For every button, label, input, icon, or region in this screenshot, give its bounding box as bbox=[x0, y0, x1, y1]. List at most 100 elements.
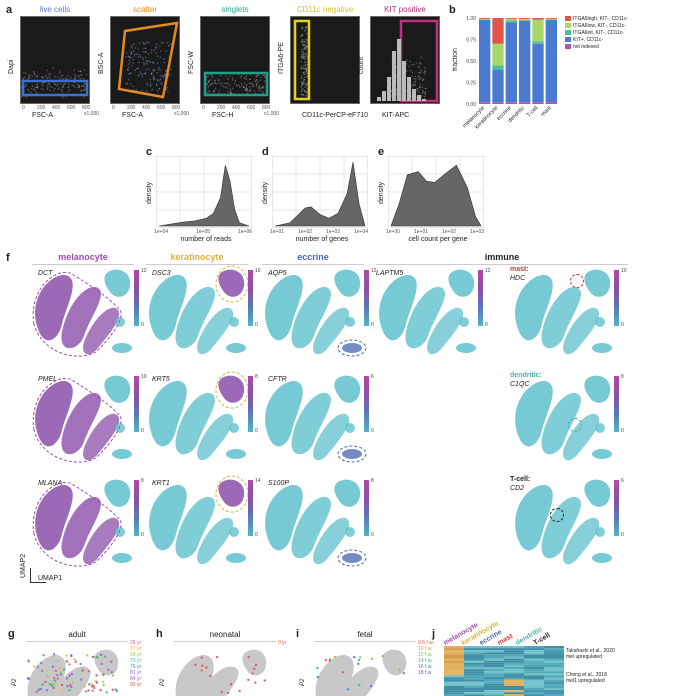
gate-xlabel-0: FSC-A bbox=[32, 112, 53, 119]
color-scale-bar bbox=[134, 376, 139, 432]
bar-segment-T-cell bbox=[532, 102, 544, 104]
density-plot-d bbox=[272, 156, 368, 228]
gene-label-DSC3: DSC3 bbox=[152, 270, 171, 277]
gene-label-AQP5: AQP5 bbox=[268, 270, 287, 277]
gate-title-3: CD11c negative bbox=[296, 5, 354, 14]
umap1-label: UMAP1 bbox=[38, 575, 63, 582]
gate-tick: 200 bbox=[127, 105, 136, 111]
panel_i-legend: 9.5 f.w. 10 f.w. 12 f.w. 14 f.w. 16 f.w. 18 f… bbox=[418, 640, 434, 676]
umap-ker-2 bbox=[149, 475, 249, 565]
bar-segment-melanocyte bbox=[479, 102, 491, 104]
gate-tick: 600 bbox=[247, 105, 256, 111]
bar-segment-eccrine bbox=[505, 102, 517, 104]
ref-set: mel upregulated bbox=[566, 654, 602, 660]
color-scale-max: 12 bbox=[485, 268, 491, 274]
color-scale-min: 0 bbox=[371, 322, 374, 328]
facs-plot-0 bbox=[20, 16, 90, 104]
bar-segment-eccrine bbox=[505, 18, 517, 19]
gate-tick: 200 bbox=[217, 105, 226, 111]
color-scale-max: 10 bbox=[255, 268, 261, 274]
gene-label-KRT5: KRT5 bbox=[152, 376, 170, 383]
legend-entry: KIT+, CD11c- bbox=[565, 37, 670, 44]
density-xtick: 1e+04 bbox=[354, 229, 369, 235]
panel-letter-a: a bbox=[6, 4, 13, 16]
bar-segment-T-cell bbox=[532, 19, 544, 42]
immune-cell-1: dendritic: bbox=[510, 372, 542, 379]
color-scale-min: 0 bbox=[621, 532, 624, 538]
gate-tick: 800 bbox=[82, 105, 91, 111]
color-scale-max: 6 bbox=[621, 478, 624, 484]
color-scale-min: 0 bbox=[621, 428, 624, 434]
density-xtick: 1e+00 bbox=[386, 229, 401, 235]
umap-axis-x bbox=[30, 582, 46, 583]
bar-ytick: 0.50 bbox=[466, 59, 476, 65]
age-legend-entry: 0 yr bbox=[278, 640, 287, 646]
gate-tick: 400 bbox=[52, 105, 61, 111]
group-rule bbox=[174, 641, 276, 642]
density-area-c bbox=[158, 165, 250, 227]
facs-scatter-4 bbox=[377, 19, 439, 103]
legend-swatch bbox=[565, 30, 571, 36]
density-xlabel-e: cell count per gene bbox=[408, 236, 468, 243]
density-xtick: 1e+02 bbox=[442, 229, 457, 235]
legend-swatch bbox=[565, 16, 571, 22]
color-scale-min: 0 bbox=[371, 532, 374, 538]
bar-ytick: 1.00 bbox=[466, 16, 476, 22]
facs-scatter-2 bbox=[203, 71, 269, 97]
gate-title-2: singlets bbox=[221, 5, 249, 14]
age-legend-entry: 28 yr bbox=[130, 640, 142, 646]
color-scale-bar bbox=[614, 376, 619, 432]
gate-tick-unit: x1,000 bbox=[84, 111, 100, 117]
bar-xtick-mast: mast bbox=[540, 105, 553, 118]
gene-label-KRT1: KRT1 bbox=[152, 480, 170, 487]
panel-letter-e: e bbox=[378, 146, 385, 158]
density-ylabel-e: density bbox=[378, 181, 385, 204]
color-scale-bar bbox=[248, 480, 253, 536]
group-rule bbox=[26, 641, 128, 642]
gate-ylabel-2: FSC-W bbox=[188, 51, 195, 74]
density-xtick: 1e+06 bbox=[238, 229, 253, 235]
bar-ytick: 0.00 bbox=[466, 102, 476, 108]
bar-ylabel: fraction bbox=[452, 48, 459, 71]
facs-plot-4 bbox=[370, 16, 440, 104]
gene-label-CFTR: CFTR bbox=[268, 376, 287, 383]
color-scale-min: 0 bbox=[141, 322, 144, 328]
umap-ker-1 bbox=[149, 371, 249, 461]
age-legend-entry: 76 yr bbox=[130, 664, 142, 670]
bar-segment-dendritic bbox=[519, 18, 531, 19]
color-scale-bar bbox=[614, 480, 619, 536]
immune-cell-0: mast: bbox=[510, 266, 529, 273]
facs-plot-1 bbox=[110, 16, 180, 104]
density-plot-c bbox=[156, 156, 252, 228]
gate-xlabel-3: CD11c-PerCP-eF710 bbox=[302, 112, 369, 119]
color-scale-max: 6 bbox=[371, 374, 374, 380]
umap-group-keratinocyte: keratinocyte bbox=[170, 252, 224, 262]
color-scale-min: 0 bbox=[621, 322, 624, 328]
gate-title-4: KIT positive bbox=[384, 5, 426, 14]
heatmap-ref-1: Cheng et al., 2018 mel1 upregulated bbox=[566, 672, 607, 684]
age-legend-entry: 81 yr bbox=[130, 670, 142, 676]
age-legend-entry: 12 f.w. bbox=[418, 652, 433, 658]
gate-xlabel-4: KIT-APC bbox=[382, 112, 410, 119]
umap-imm-sub-0 bbox=[515, 269, 612, 355]
panel_h-umap bbox=[175, 649, 267, 696]
bar-segment-melanocyte bbox=[479, 18, 491, 19]
bar-segment-T-cell bbox=[532, 18, 544, 20]
color-scale-max: 8 bbox=[621, 374, 624, 380]
gate-title-1: scatter bbox=[132, 5, 157, 14]
gate-xlabel-2: FSC-H bbox=[212, 112, 234, 119]
bar-segment-dendritic bbox=[519, 18, 531, 21]
umap-group-eccrine: eccrine bbox=[297, 252, 329, 262]
gate-ylabel-0: Dapi bbox=[8, 59, 15, 74]
age-legend-entry: 93 yr bbox=[130, 682, 142, 688]
immune-highlight-1 bbox=[568, 418, 582, 432]
density-ylabel-d: density bbox=[262, 181, 269, 204]
color-scale-max: 14 bbox=[255, 478, 261, 484]
legend-label: ITGA6high, KIT-, CD11c- bbox=[573, 16, 629, 22]
bar-segment-keratinocyte bbox=[492, 69, 504, 103]
gate-tick: 0 bbox=[112, 105, 115, 111]
panel_h-legend: 0 yr bbox=[278, 640, 286, 646]
ref-source: Cheng et al., 2018 bbox=[566, 672, 607, 678]
color-scale-max: 12 bbox=[371, 268, 377, 274]
legend-entry: not indexed bbox=[565, 44, 670, 51]
